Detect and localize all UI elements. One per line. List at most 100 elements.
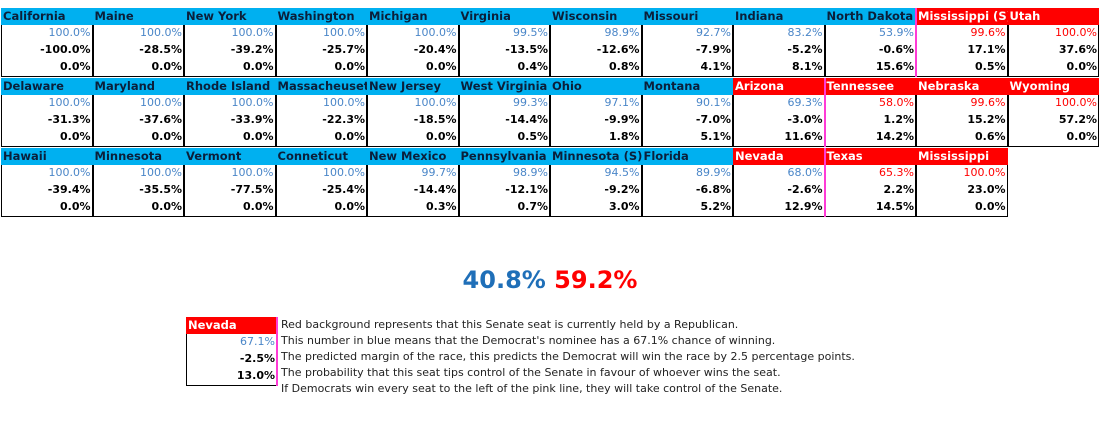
- win-chance: 100.0%: [48, 26, 91, 39]
- win-chance: 100.0%: [231, 166, 274, 179]
- tipping-chance: 0.5%: [974, 60, 1006, 73]
- tipping-chance: 0.0%: [59, 130, 91, 143]
- tipping-chance: 0.0%: [974, 200, 1006, 213]
- margin: -35.5%: [139, 183, 182, 196]
- tipping-chance: 5.2%: [700, 200, 731, 213]
- margin: -2.5%: [239, 352, 275, 365]
- tipping-chance: 0.0%: [334, 200, 365, 213]
- win-chance: 100.0%: [1055, 96, 1097, 109]
- win-chance: 94.5%: [604, 166, 640, 179]
- margin: -22.3%: [322, 113, 365, 126]
- margin: 1.2%: [883, 113, 914, 126]
- tipping-chance: 0.3%: [425, 200, 457, 213]
- win-chance: 99.6%: [970, 96, 1006, 109]
- tipping-chance: 0.0%: [425, 60, 457, 73]
- margin: -7.9%: [695, 43, 731, 56]
- win-chance: 100.0%: [323, 26, 365, 39]
- state-name: New Jersey: [367, 78, 459, 95]
- state-name: Maryland: [92, 78, 184, 95]
- tipping-chance: 5.1%: [700, 130, 731, 143]
- win-chance: 92.7%: [696, 26, 731, 39]
- win-chance: 99.3%: [513, 96, 548, 109]
- tipping-chance: 0.4%: [517, 60, 548, 73]
- state-name: California: [1, 8, 93, 25]
- state-name: Rhode Island: [184, 78, 276, 95]
- win-chance: 53.9%: [879, 26, 914, 39]
- margin: -14.4%: [505, 113, 548, 126]
- state-name: Mississippi: [916, 148, 1008, 165]
- margin: -12.6%: [596, 43, 640, 56]
- margin: -25.7%: [322, 43, 365, 56]
- margin: 23.0%: [967, 183, 1006, 196]
- win-chance: 100.0%: [140, 166, 182, 179]
- tipping-chance: 0.0%: [59, 200, 91, 213]
- tipping-chance: 11.6%: [784, 130, 823, 143]
- win-chance: 100.0%: [231, 26, 274, 39]
- margin: -39.4%: [47, 183, 91, 196]
- state-name: Arizona: [733, 78, 825, 95]
- win-chance: 99.7%: [421, 166, 457, 179]
- state-name: Conneticut: [275, 148, 367, 165]
- state-name: North Dakota: [824, 8, 916, 25]
- tipping-chance: 0.0%: [151, 200, 182, 213]
- tipping-chance: 0.6%: [974, 130, 1006, 143]
- tipping-chance: 0.0%: [1066, 130, 1097, 143]
- state-name: Texas: [824, 148, 916, 165]
- win-chance: 99.5%: [513, 26, 548, 39]
- margin: 37.6%: [1058, 43, 1097, 56]
- margin: -100.0%: [40, 43, 91, 56]
- state-name: Washington: [275, 8, 367, 25]
- win-chance: 100.0%: [963, 166, 1006, 179]
- margin: -77.5%: [230, 183, 274, 196]
- win-chance: 69.3%: [787, 96, 823, 109]
- tipping-chance: 0.0%: [242, 60, 274, 73]
- state-name: Hawaii: [1, 148, 93, 165]
- totals: 40.8% 59.2%: [0, 266, 1100, 294]
- state-name: Utah: [1007, 8, 1099, 25]
- win-chance: 100.0%: [414, 96, 457, 109]
- legend-note: The predicted margin of the race, this p…: [281, 350, 855, 363]
- state-name: New York: [184, 8, 276, 25]
- win-chance: 99.6%: [970, 26, 1006, 39]
- state-name: Vermont: [184, 148, 276, 165]
- win-chance: 100.0%: [48, 166, 91, 179]
- margin: -14.4%: [413, 183, 457, 196]
- margin: -31.3%: [47, 113, 91, 126]
- pink-line: [915, 8, 917, 77]
- legend-note: This number in blue means that the Democ…: [281, 334, 776, 347]
- tipping-chance: 0.0%: [151, 130, 182, 143]
- margin: 15.2%: [967, 113, 1006, 126]
- margin: -12.1%: [505, 183, 548, 196]
- margin: -33.9%: [230, 113, 274, 126]
- tipping-chance: 8.1%: [791, 60, 823, 73]
- state-name: Minnesota: [92, 148, 184, 165]
- margin: -9.2%: [604, 183, 640, 196]
- margin: -3.0%: [787, 113, 823, 126]
- tipping-chance: 0.0%: [242, 200, 274, 213]
- win-chance: 90.1%: [696, 96, 731, 109]
- margin: 17.1%: [967, 43, 1006, 56]
- state-name: Indiana: [733, 8, 825, 25]
- margin: -25.4%: [322, 183, 365, 196]
- tipping-chance: 0.0%: [151, 60, 182, 73]
- state-name: Minnesota (S): [550, 148, 642, 165]
- state-name: West Virginia: [458, 78, 550, 95]
- margin: -39.2%: [230, 43, 274, 56]
- state-name: Tennessee: [824, 78, 916, 95]
- margin: -9.9%: [604, 113, 640, 126]
- tipping-chance: 0.8%: [608, 60, 640, 73]
- state-name: Montana: [641, 78, 733, 95]
- win-chance: 100.0%: [323, 166, 365, 179]
- pink-line: [276, 317, 278, 386]
- margin: -6.8%: [695, 183, 731, 196]
- margin: -28.5%: [139, 43, 182, 56]
- margin: -13.5%: [505, 43, 548, 56]
- legend-note: Red background represents that this Sena…: [281, 318, 739, 331]
- tipping-chance: 0.0%: [334, 60, 365, 73]
- tipping-chance: 4.1%: [700, 60, 731, 73]
- state-name: Nebraska: [916, 78, 1008, 95]
- win-chance: 100.0%: [48, 96, 91, 109]
- dem-total: 40.8%: [462, 266, 546, 294]
- win-chance: 83.2%: [787, 26, 823, 39]
